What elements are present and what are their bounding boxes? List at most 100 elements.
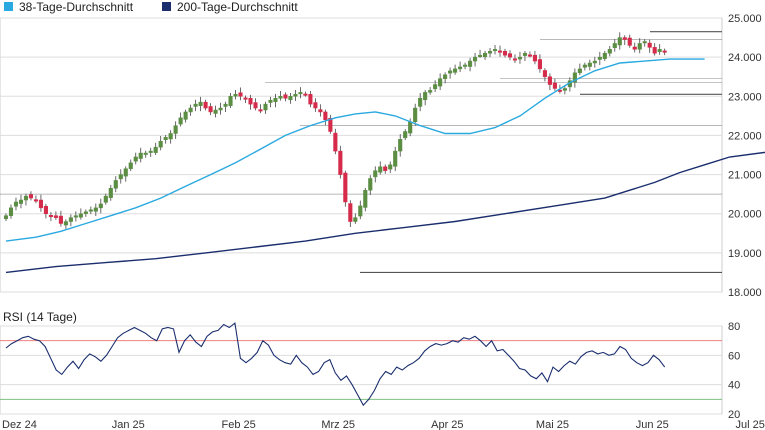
- candle-body: [258, 109, 263, 112]
- candle-body: [183, 111, 188, 120]
- candle-body: [592, 60, 597, 64]
- candle-body: [647, 42, 652, 48]
- candle-body: [627, 37, 632, 46]
- candle-body: [358, 205, 363, 217]
- candle-body: [482, 52, 488, 58]
- candle-body: [153, 146, 158, 153]
- candle-body: [63, 221, 68, 226]
- candle-body: [223, 103, 228, 107]
- candle-body: [313, 102, 318, 109]
- candle-body: [308, 94, 313, 105]
- rsi-tick-label: 20: [728, 409, 740, 421]
- legend-item-ma200[interactable]: 200-Tage-Durchschnitt: [162, 0, 298, 14]
- candle-body: [353, 217, 358, 222]
- rsi-tick-label: 80: [728, 321, 740, 333]
- price-tick-label: 23.000: [728, 91, 762, 103]
- candle-body: [288, 96, 293, 101]
- candle-body: [448, 70, 453, 74]
- x-tick-label: Jan 25: [112, 419, 145, 430]
- candle-body: [637, 43, 642, 50]
- candle-body: [328, 117, 333, 132]
- candle-body: [133, 156, 138, 162]
- candle-body: [28, 194, 33, 199]
- price-tick-label: 21.000: [728, 170, 762, 182]
- candle-body: [248, 97, 253, 105]
- candle-body: [33, 199, 38, 202]
- price-panel-bg: [0, 17, 723, 293]
- candle-body: [58, 215, 63, 224]
- candle-body: [517, 56, 523, 60]
- candle-body: [438, 78, 443, 87]
- price-tick-label: 19.000: [728, 248, 762, 260]
- candle-body: [13, 201, 19, 207]
- candle-body: [652, 47, 657, 54]
- candle-body: [408, 121, 413, 134]
- legend-swatch-ma200: [162, 2, 171, 11]
- price-tick-label: 20.000: [728, 209, 762, 221]
- legend-label-ma200: 200-Tage-Durchschnitt: [177, 0, 298, 14]
- candle-body: [263, 103, 268, 111]
- candle-body: [348, 203, 353, 222]
- rsi-line: [5, 322, 666, 407]
- candle-body: [522, 52, 528, 56]
- legend-item-ma38[interactable]: 38-Tage-Durchschnitt: [4, 0, 133, 14]
- candle-body: [657, 49, 662, 52]
- candle-body: [173, 125, 178, 134]
- candle-body: [208, 106, 213, 113]
- candle-body: [343, 172, 348, 203]
- candle-body: [463, 64, 468, 67]
- candle-body: [163, 137, 168, 140]
- candle-body: [298, 92, 303, 95]
- candle-body: [3, 215, 9, 220]
- candle-body: [233, 94, 238, 97]
- legend-swatch-ma38: [4, 2, 13, 11]
- price-tick-label: 24.000: [728, 52, 762, 64]
- candle-body: [582, 64, 587, 68]
- candle-body: [512, 58, 518, 61]
- candle-body: [83, 211, 88, 214]
- candle-body: [218, 107, 223, 111]
- rsi-tick-label: 60: [728, 350, 740, 362]
- candle-body: [143, 152, 148, 155]
- x-tick-label: Mrz 25: [321, 419, 355, 430]
- candle-body: [363, 189, 368, 208]
- candle-body: [537, 59, 542, 70]
- candle-body: [383, 166, 388, 171]
- candle-body: [68, 217, 73, 222]
- candle-body: [118, 174, 123, 180]
- candle-body: [478, 54, 483, 57]
- candle-body: [38, 199, 43, 209]
- candle-body: [492, 49, 498, 52]
- candle-body: [388, 164, 393, 170]
- candle-body: [602, 52, 607, 59]
- candle-body: [547, 76, 552, 85]
- candle-body: [428, 90, 433, 93]
- candle-body: [78, 213, 83, 218]
- candle-body: [577, 68, 582, 74]
- candle-body: [338, 150, 343, 175]
- candle-body: [253, 102, 258, 109]
- candle-body: [243, 97, 248, 100]
- candle-body: [53, 215, 58, 218]
- candle-body: [562, 88, 567, 91]
- candle-body: [403, 131, 408, 139]
- candle-body: [642, 41, 647, 44]
- candle-body: [617, 37, 622, 46]
- candle-body: [323, 111, 328, 121]
- candle-body: [283, 94, 288, 99]
- candle-body: [198, 101, 203, 106]
- candle-body: [587, 62, 592, 67]
- candle-body: [158, 141, 163, 148]
- price-tick-label: 25.000: [728, 13, 762, 25]
- candle-body: [108, 188, 113, 198]
- x-tick-label: Dez 24: [2, 419, 37, 430]
- candle-body: [378, 166, 383, 173]
- candle-body: [128, 162, 133, 169]
- candle-body: [123, 168, 128, 177]
- price-tick-label: 22.000: [728, 130, 762, 142]
- rsi-tick-label: 40: [728, 380, 740, 392]
- candle-body: [23, 195, 29, 201]
- candle-body: [148, 150, 153, 153]
- candle-body: [662, 50, 667, 53]
